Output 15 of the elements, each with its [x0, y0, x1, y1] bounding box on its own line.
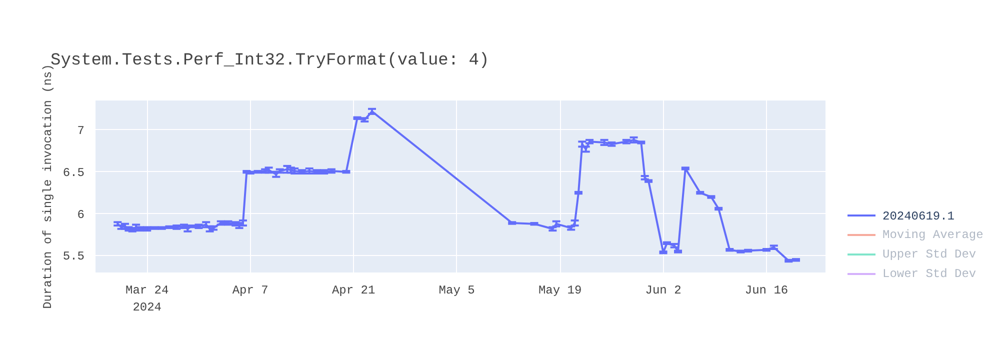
x-tick-label: May 5: [438, 284, 475, 298]
legend-label: 20240619.1: [882, 210, 955, 224]
x-tick-label: Apr 7: [232, 284, 268, 298]
x-tick-label: May 19: [538, 284, 582, 298]
legend-label: Lower Std Dev: [882, 267, 976, 281]
x-tick-label: Jun 2: [645, 284, 682, 298]
x-tick-label: Jun 16: [744, 284, 788, 298]
y-tick-label: 6.5: [62, 166, 85, 180]
x-tick-label: Mar 24 2024: [126, 284, 169, 314]
y-tick-label: 5.5: [62, 250, 85, 264]
legend-label: Upper Std Dev: [882, 248, 976, 262]
y-tick-label: 7: [77, 124, 84, 138]
x-tick-label: Apr 21: [332, 284, 376, 298]
y-tick-label: 6: [77, 208, 84, 222]
legend-label: Moving Average: [882, 228, 984, 242]
